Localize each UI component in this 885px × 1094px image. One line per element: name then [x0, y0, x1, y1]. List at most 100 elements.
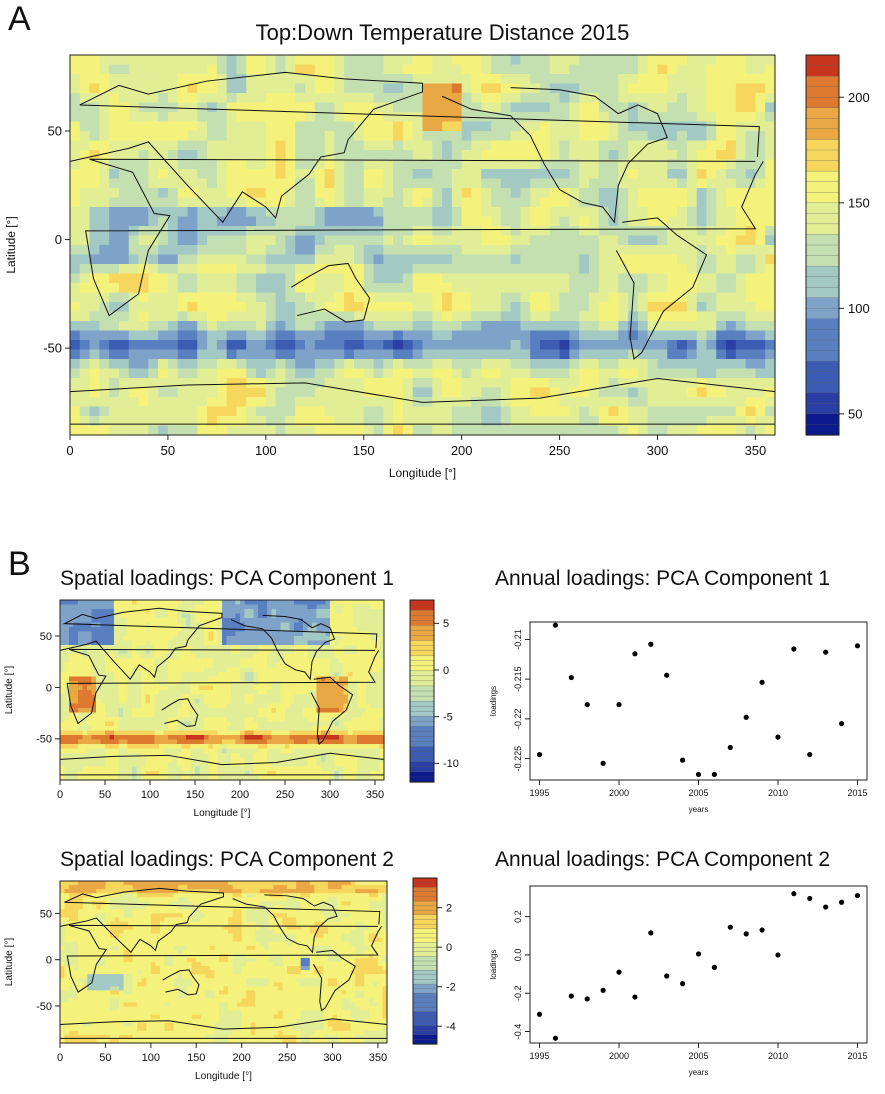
heatmap-cell [132, 613, 138, 619]
heatmap-cell [190, 735, 196, 741]
heatmap-cell [667, 140, 678, 151]
heatmap-cell [244, 699, 250, 705]
heatmap-cell [258, 622, 264, 628]
heatmap-cell [324, 188, 335, 199]
heatmap-cell [267, 744, 273, 750]
heatmap-cell [588, 93, 600, 104]
heatmap-cell [334, 292, 345, 303]
heatmap-cell [138, 216, 149, 227]
heatmap-cell [305, 197, 316, 208]
heatmap-cell [158, 235, 169, 246]
heatmap-cell [78, 726, 84, 732]
heatmap-cell [344, 226, 355, 237]
heatmap-cell [158, 264, 169, 275]
heatmap-cell [246, 188, 257, 199]
heatmap-cell [258, 726, 264, 732]
heatmap-cell [96, 694, 102, 700]
heatmap-cell [109, 627, 115, 633]
heatmap-cell [148, 131, 159, 142]
heatmap-cell [432, 245, 443, 256]
heatmap-cell [559, 83, 570, 94]
heatmap-cell [569, 340, 580, 351]
heatmap-cell [105, 735, 111, 741]
heatmap-cell [276, 663, 282, 669]
heatmap-cell [295, 416, 306, 427]
heatmap-cell [280, 604, 286, 610]
heatmap-cell [461, 64, 473, 75]
heatmap-cell [637, 121, 649, 132]
heatmap-cell [118, 685, 124, 691]
heatmap-cell [442, 311, 453, 322]
heatmap-cell [213, 604, 219, 610]
heatmap-cell [256, 102, 267, 113]
heatmap-cell [105, 627, 111, 633]
heatmap-cell [145, 690, 151, 696]
heatmap-cell [412, 368, 424, 379]
heatmap-cell [138, 406, 149, 417]
heatmap-cell [696, 102, 708, 113]
heatmap-cell [716, 74, 727, 85]
heatmap-cell [73, 699, 79, 705]
heatmap-cell [226, 406, 238, 417]
heatmap-cell [187, 197, 198, 208]
heatmap-cell [118, 150, 130, 161]
heatmap-cell [231, 667, 237, 673]
heatmap-cell [755, 197, 766, 208]
heatmap-cell [618, 330, 629, 341]
heatmap-cell [275, 112, 287, 123]
heatmap-cell [295, 178, 306, 189]
heatmap-cell [177, 359, 189, 370]
heatmap-cell [231, 636, 237, 642]
heatmap-cell [158, 169, 169, 180]
heatmap-cell [148, 378, 159, 389]
heatmap-cell [213, 672, 219, 678]
heatmap-cell [686, 55, 698, 66]
heatmap-cell [726, 197, 737, 208]
heatmap-cell [716, 416, 727, 427]
heatmap-cell [246, 93, 257, 104]
heatmap-cell [87, 631, 93, 637]
heatmap-cell [64, 748, 70, 754]
heatmap-cell [637, 55, 649, 66]
heatmap-cell [491, 406, 502, 417]
heatmap-cell [402, 283, 414, 294]
heatmap-cell [258, 771, 264, 777]
heatmap-cell [305, 359, 316, 370]
heatmap-cell [187, 159, 198, 170]
heatmap-cell [765, 416, 776, 427]
heatmap-cell [628, 264, 639, 275]
heatmap-cell [177, 613, 183, 619]
heatmap-cell [217, 636, 223, 642]
heatmap-cell [618, 64, 629, 75]
heatmap-cell [276, 640, 282, 646]
heatmap-cell [500, 207, 512, 218]
heatmap-cell [226, 64, 238, 75]
heatmap-cell [226, 55, 238, 66]
heatmap-cell [402, 169, 414, 180]
heatmap-cell [628, 178, 639, 189]
heatmap-cell [305, 207, 316, 218]
heatmap-cell [70, 359, 81, 370]
heatmap-cell [89, 254, 100, 265]
heatmap-cell [608, 397, 619, 408]
heatmap-cell [280, 775, 286, 781]
heatmap-cell [167, 406, 179, 417]
heatmap-cell [195, 708, 201, 714]
heatmap-cell [207, 121, 218, 132]
heatmap-cell [559, 55, 570, 66]
heatmap-cell [686, 102, 698, 113]
heatmap-cell [197, 112, 208, 123]
heatmap-cell [204, 676, 210, 682]
heatmap-cell [253, 739, 259, 745]
heatmap-cell [89, 216, 100, 227]
heatmap-cell [588, 245, 600, 256]
heatmap-cell [159, 694, 165, 700]
heatmap-cell [235, 771, 241, 777]
heatmap-cell [540, 254, 551, 265]
heatmap-cell [148, 330, 159, 341]
heatmap-cell [128, 235, 140, 246]
heatmap-cell [258, 600, 264, 606]
heatmap-cell [105, 721, 111, 727]
heatmap-cell [275, 178, 287, 189]
